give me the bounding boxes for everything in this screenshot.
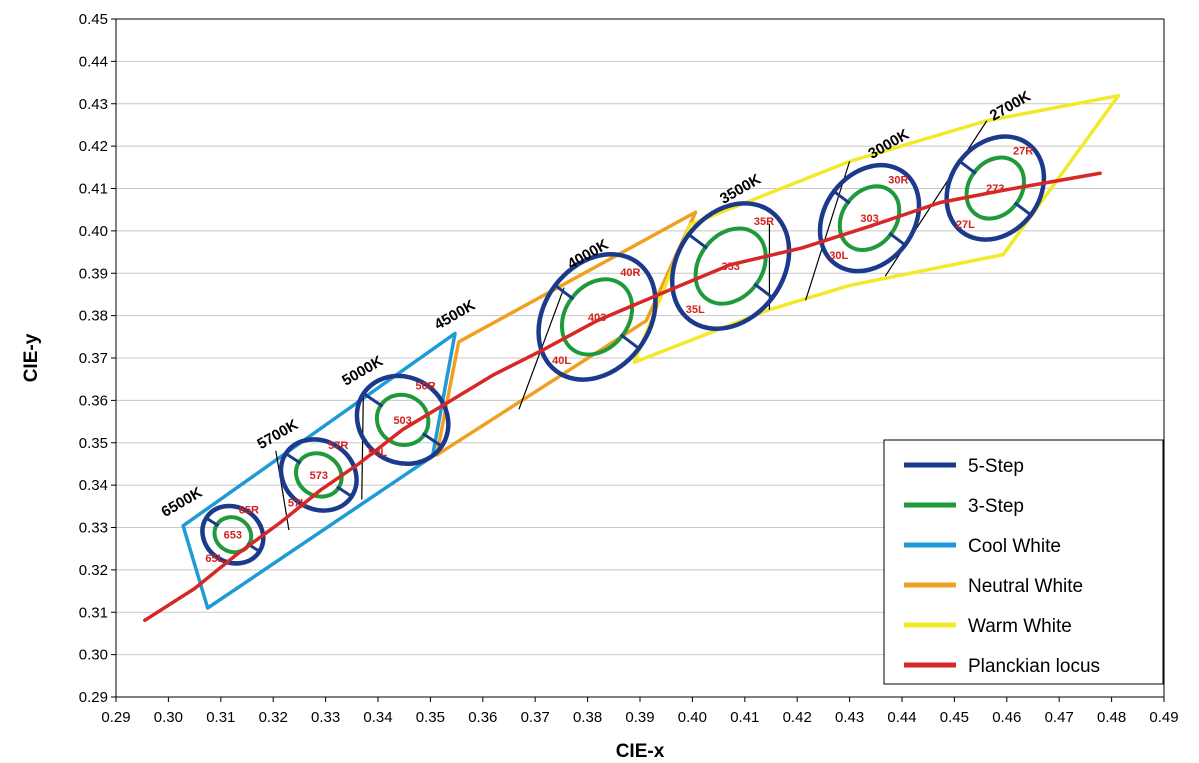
- y-tick-label: 0.42: [79, 138, 108, 155]
- y-tick-label: 0.44: [79, 53, 108, 70]
- x-tick-label: 0.36: [468, 709, 497, 726]
- ellipse-quadrant-tick: [283, 451, 302, 465]
- legend-label: 5-Step: [968, 456, 1024, 477]
- x-tick-label: 0.39: [625, 709, 654, 726]
- x-tick-label: 0.41: [730, 709, 759, 726]
- y-tick-label: 0.34: [79, 477, 108, 494]
- x-tick-label: 0.44: [887, 709, 916, 726]
- ellipse-quadrant-tick: [421, 432, 445, 449]
- ellipse-quadrant-tick: [619, 333, 642, 351]
- bin-right-label: 57R: [328, 440, 348, 452]
- cct-label: 2700K: [987, 88, 1034, 125]
- x-tick-label: 0.40: [678, 709, 707, 726]
- planckian-locus-line: [143, 171, 1102, 623]
- legend-label: Planckian locus: [968, 656, 1100, 677]
- cct-label: 4500K: [431, 297, 478, 334]
- bin-center-label: 573: [310, 470, 328, 482]
- y-tick-label: 0.29: [79, 689, 108, 706]
- legend: 5-Step 3-Step Cool White Neutral White Warm …: [883, 439, 1164, 685]
- y-tick-label: 0.35: [79, 435, 108, 452]
- ellipse-group-573: [278, 437, 359, 513]
- legend-label: Warm White: [968, 616, 1072, 637]
- ellipse-group-303: [817, 162, 922, 274]
- x-tick-label: 0.45: [940, 709, 969, 726]
- y-tick-label: 0.43: [79, 96, 108, 113]
- bin-left-label: 40L: [552, 355, 571, 367]
- x-tick-label: 0.43: [835, 709, 864, 726]
- bin-left-label: 35L: [686, 304, 705, 316]
- bin-right-label: 35R: [754, 216, 774, 228]
- legend-label: Neutral White: [968, 576, 1083, 597]
- ellipse-quadrant-tick: [203, 515, 220, 528]
- y-tick-label: 0.32: [79, 562, 108, 579]
- x-tick-label: 0.29: [101, 709, 130, 726]
- ellipse-quadrant-tick: [831, 188, 851, 205]
- bin-right-label: 50R: [416, 381, 436, 393]
- bin-left-label: 30L: [829, 250, 848, 262]
- x-axis-title: CIE-x: [616, 741, 665, 762]
- bin-right-label: 30R: [888, 174, 908, 186]
- legend-box: [883, 439, 1164, 685]
- bin-left-label: 65L: [205, 553, 224, 565]
- x-tick-label: 0.46: [992, 709, 1021, 726]
- y-tick-label: 0.40: [79, 223, 108, 240]
- ellipse-quadrant-tick: [1013, 201, 1034, 218]
- y-tick-label: 0.38: [79, 308, 108, 325]
- x-tick-label: 0.48: [1097, 709, 1126, 726]
- x-tick-label: 0.34: [363, 709, 392, 726]
- ellipse-quadrant-tick: [336, 485, 355, 499]
- bin-center-label: 653: [224, 530, 242, 542]
- ellipse-group-273: [944, 134, 1047, 242]
- cct-label: 4000K: [565, 236, 612, 273]
- y-tick-label: 0.37: [79, 350, 108, 367]
- axes: 0.29 0.30 0.31 0.32 0.33 0.34 0.35 0.36 0.37 0.38…: [21, 11, 1179, 762]
- ellipse-quadrant-tick: [753, 282, 776, 300]
- cct-label: 3000K: [865, 126, 912, 163]
- legend-label: Cool White: [968, 536, 1061, 557]
- x-tick-label: 0.33: [311, 709, 340, 726]
- x-tick-label: 0.49: [1149, 709, 1178, 726]
- ellipse-quadrant-tick: [957, 158, 977, 175]
- legend-label: 3-Step: [968, 496, 1024, 517]
- x-tick-label: 0.30: [154, 709, 183, 726]
- bin-left-label: 57L: [288, 498, 307, 510]
- ellipse-quadrant-tick: [686, 232, 709, 250]
- ellipse-group-353: [669, 201, 792, 331]
- x-tick-label: 0.47: [1045, 709, 1074, 726]
- bin-right-label: 65R: [239, 505, 259, 517]
- x-tick-label: 0.37: [521, 709, 550, 726]
- y-tick-label: 0.33: [79, 520, 108, 537]
- ellipse-quadrant-tick: [888, 231, 908, 248]
- x-tick-label: 0.38: [573, 709, 602, 726]
- ellipse-quadrant-tick: [552, 282, 575, 301]
- y-tick-label: 0.39: [79, 265, 108, 282]
- x-tick-label: 0.35: [416, 709, 445, 726]
- y-tick-label: 0.41: [79, 181, 108, 198]
- x-tick-label: 0.42: [783, 709, 812, 726]
- bin-left-label: 27L: [956, 219, 975, 231]
- y-tick-label: 0.30: [79, 647, 108, 664]
- bin-divider: [361, 395, 364, 500]
- y-axis-title: CIE-y: [21, 333, 42, 382]
- region-warm-white: [632, 93, 1121, 364]
- planckian-locus: [143, 171, 1102, 623]
- region-neutral-white: [434, 210, 698, 457]
- bin-right-label: 27R: [1013, 145, 1033, 157]
- y-tick-label: 0.36: [79, 392, 108, 409]
- y-tick-label: 0.45: [79, 11, 108, 28]
- y-tick-label: 0.31: [79, 604, 108, 621]
- x-tick-label: 0.31: [206, 709, 235, 726]
- bin-right-label: 40R: [620, 267, 640, 279]
- bin-center-label: 503: [393, 415, 411, 427]
- x-tick-label: 0.32: [259, 709, 288, 726]
- bin-center-label: 303: [860, 213, 878, 225]
- bin-left-label: 50L: [368, 447, 387, 459]
- bin-center-label: 403: [588, 312, 606, 324]
- ellipse-quadrant-tick: [361, 391, 384, 408]
- ellipse-group-403: [536, 251, 658, 382]
